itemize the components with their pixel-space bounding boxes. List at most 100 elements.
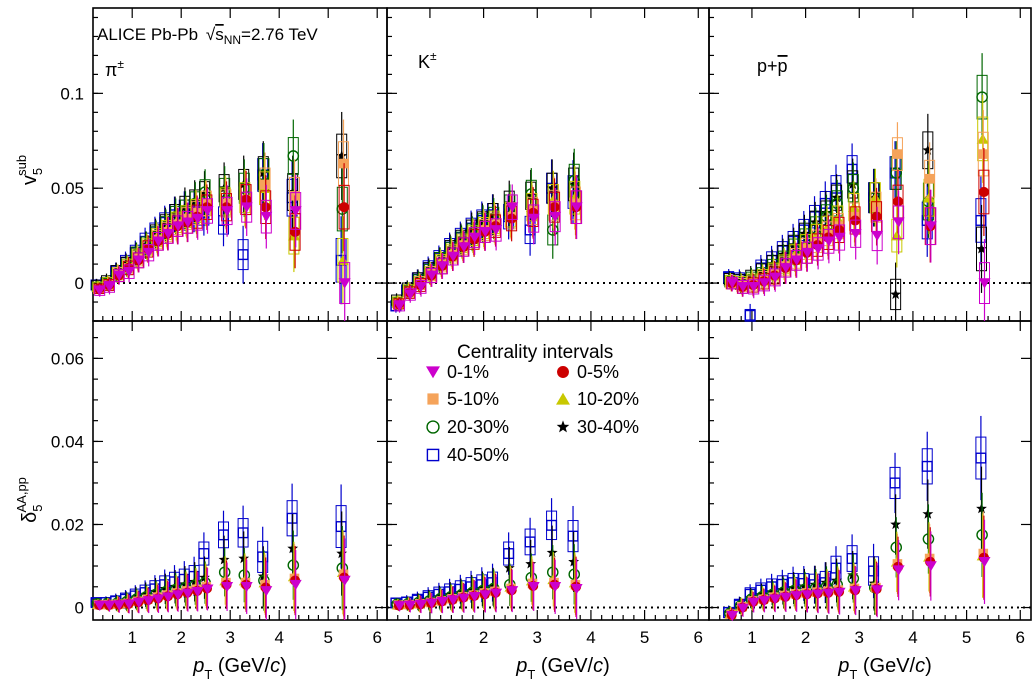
point-0-1% [779, 263, 792, 274]
systematic-box [893, 205, 905, 240]
point-0-1% [123, 266, 136, 278]
point-0-1% [142, 596, 155, 607]
x-axis-title: pT (GeV/c) [515, 655, 610, 682]
point-0-1% [191, 586, 204, 598]
panel-bottom-pi-points [90, 483, 351, 620]
legend-entry-0-5%: 0-5% [557, 362, 619, 382]
point-0-1% [490, 588, 503, 599]
systematic-box [823, 228, 835, 254]
x-axis-title: pT (GeV/c) [837, 655, 932, 682]
y-tick-label: 0.1 [60, 84, 84, 103]
point-0-1% [447, 251, 460, 262]
systematic-box [458, 237, 470, 257]
point-0-1% [871, 230, 884, 242]
point-0-1% [479, 227, 492, 238]
legend-marker-40-50% [426, 448, 440, 462]
point-5-10% [978, 149, 989, 159]
point-0-1% [162, 228, 175, 240]
point-0-5% [339, 202, 350, 213]
legend-marker-5-10% [427, 393, 439, 405]
point-0-1% [289, 206, 302, 217]
point-0-1% [152, 236, 165, 247]
point-0-1% [93, 285, 106, 297]
point-0-1% [737, 603, 749, 614]
point-5-10% [260, 179, 270, 190]
point-30-40% [890, 288, 902, 300]
systematic-box [769, 268, 781, 287]
point-0-1% [132, 255, 145, 266]
point-0-1% [338, 278, 351, 289]
point-30-40% [336, 150, 348, 161]
point-30-40% [546, 182, 558, 193]
systematic-box [834, 224, 846, 251]
point-0-1% [849, 228, 862, 240]
systematic-box [850, 219, 862, 248]
x-tick-label: 6 [694, 628, 703, 647]
systematic-box [831, 184, 843, 211]
y-tick-label: 0.06 [51, 349, 84, 368]
point-0-1% [769, 272, 782, 283]
y-tick-label: 0.04 [51, 432, 84, 451]
point-0-5% [978, 186, 990, 198]
legend-entry-30-40%: 30-40% [556, 417, 639, 437]
point-0-1% [132, 597, 145, 608]
legend-marker-30-40% [556, 420, 570, 433]
point-0-1% [769, 594, 782, 605]
point-30-40% [525, 190, 537, 201]
legend-title: Centrality intervals [457, 342, 613, 363]
point-0-1% [801, 247, 814, 259]
legend-marker-0-5% [557, 366, 569, 378]
point-0-1% [924, 561, 937, 572]
systematic-box [571, 190, 583, 225]
point-0-1% [801, 590, 814, 601]
point-0-1% [425, 598, 438, 609]
point-0-1% [892, 217, 905, 228]
point-0-1% [978, 278, 991, 289]
systematic-box [791, 249, 803, 271]
legend-label: 10-20% [577, 389, 639, 409]
systematic-box [569, 180, 581, 215]
point-0-1% [849, 586, 862, 597]
point-40-50% [524, 536, 536, 548]
point-0-1% [415, 282, 427, 293]
point-0-1% [393, 301, 406, 312]
point-0-1% [737, 282, 749, 293]
systematic-box [922, 131, 934, 170]
point-0-1% [221, 581, 234, 593]
point-0-1% [404, 600, 417, 611]
systematic-box [469, 227, 481, 248]
point-0-1% [790, 591, 803, 602]
point-40-50% [567, 530, 579, 542]
point-40-50% [975, 452, 987, 464]
systematic-box [737, 279, 749, 294]
point-0-1% [468, 591, 481, 603]
axis-ticks: 1 2 3 4 5 6 1 2 3 4 5 6 1 2 3 4 5 6 0 0.05 0.1 0 0.02 0.04 0.06 [51, 8, 1031, 647]
point-0-1% [978, 557, 991, 568]
point-0-1% [758, 278, 771, 289]
x-tick-label: 5 [962, 628, 971, 647]
legend-label: 0-1% [447, 362, 489, 382]
point-0-1% [404, 289, 417, 300]
point-0-1% [833, 587, 846, 598]
legend-label: 5-10% [447, 389, 499, 409]
point-30-40% [546, 547, 558, 558]
point-40-50% [286, 512, 298, 524]
x-tick-label: 2 [479, 628, 488, 647]
point-10-20% [869, 192, 882, 203]
x-tick-label: 4 [908, 628, 917, 647]
legend-marker-20-30% [426, 420, 440, 434]
point-20-30% [890, 167, 903, 179]
zero-lines [93, 282, 1031, 609]
point-0-1% [527, 581, 540, 593]
systematic-box [758, 274, 770, 292]
systematic-box [977, 131, 989, 177]
point-30-40% [525, 558, 537, 569]
systematic-box [726, 276, 738, 290]
x-axis-title: pT (GeV/c) [192, 655, 287, 682]
systematic-box [241, 191, 253, 223]
point-30-40% [847, 178, 859, 189]
panel-bottom-K-points [390, 498, 583, 620]
point-0-5% [549, 202, 560, 213]
point-0-1% [833, 232, 846, 243]
point-0-1% [457, 242, 470, 253]
